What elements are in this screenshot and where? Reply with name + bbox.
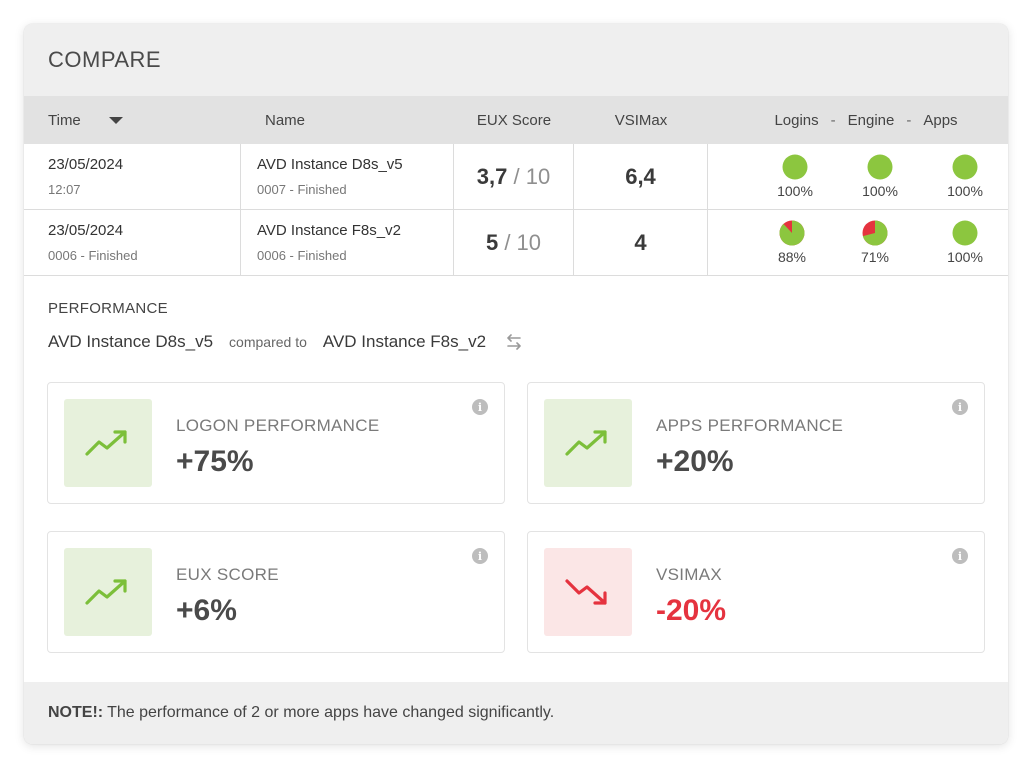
eux-score-tile: EUX SCORE +6% i (47, 531, 505, 653)
performance-section: PERFORMANCE AVD Instance D8s_v5 compared… (24, 276, 1008, 680)
column-vsimax: VSIMax (614, 111, 668, 129)
vsimax-value: 4 (574, 210, 708, 275)
instance-a: AVD Instance D8s_v5 (48, 332, 214, 351)
name-cell: AVD Instance F8s_v2 0006 - Finished (241, 210, 454, 275)
row-date: 23/05/2024 (48, 156, 124, 173)
eux-score: 3,7 / 10 (477, 164, 550, 190)
engine-percent: 71% (860, 249, 890, 265)
sort-caret-down-icon[interactable] (108, 116, 123, 124)
trend-up-icon (544, 399, 632, 487)
engine-pie (862, 220, 888, 246)
note-label: NOTE!: (48, 704, 104, 721)
column-engine: Engine (847, 111, 895, 129)
logins-status: 100% (765, 154, 825, 199)
instance-b: AVD Instance F8s_v2 (322, 332, 487, 351)
column-logins: Logins (774, 111, 819, 129)
swap-arrows-icon[interactable] (504, 333, 524, 351)
pie-base (782, 154, 808, 180)
tile-value: +20% (656, 445, 734, 478)
apps-pie (952, 220, 978, 246)
engine-pie (867, 154, 893, 180)
vsimax-value: 6,4 (574, 144, 708, 209)
eux-score-max: / 10 (504, 229, 542, 255)
apps-percent: 100% (947, 183, 983, 199)
column-time-label: Time (48, 111, 81, 129)
engine-percent: 100% (862, 183, 898, 199)
tile-label: LOGON PERFORMANCE (176, 416, 380, 435)
logins-percent: 100% (777, 183, 813, 199)
row-run-status: 0006 - Finished (257, 248, 347, 263)
pie-base (867, 154, 893, 180)
row-time: 12:07 (48, 182, 81, 197)
logins-pie (779, 220, 805, 246)
logins-pie (782, 154, 808, 180)
tile-label: EUX SCORE (176, 565, 279, 584)
info-icon[interactable]: i (472, 399, 488, 415)
tile-value: +75% (176, 445, 254, 478)
comparison-line: AVD Instance D8s_v5 compared to AVD Inst… (48, 332, 524, 352)
table-row[interactable]: 23/05/2024 12:07 AVD Instance D8s_v5 000… (24, 144, 1008, 210)
performance-title: PERFORMANCE (48, 300, 168, 317)
logins-percent: 88% (777, 249, 807, 265)
vsimax-tile: VSIMAX -20% i (527, 531, 985, 653)
eux-score-value: 5 (485, 229, 499, 255)
pie-base (952, 154, 978, 180)
eux-score-max: / 10 (513, 163, 551, 189)
tile-value: -20% (656, 594, 727, 627)
status-cell: 88% 71% 100% (708, 210, 1008, 275)
column-separator: - (830, 111, 836, 129)
row-name: AVD Instance F8s_v2 (257, 222, 401, 239)
compared-to-label: compared to (229, 334, 307, 350)
pie-good-slice (779, 220, 805, 246)
time-cell: 23/05/2024 12:07 (24, 144, 241, 209)
tile-label: VSIMAX (656, 565, 723, 584)
engine-status: 100% (850, 154, 910, 199)
column-status: Logins - Engine - Apps (724, 96, 1008, 144)
logon-performance-tile: LOGON PERFORMANCE +75% i (47, 382, 505, 504)
pie-base (952, 220, 978, 246)
name-cell: AVD Instance D8s_v5 0007 - Finished (241, 144, 454, 209)
column-name: Name (265, 111, 306, 129)
info-icon[interactable]: i (952, 399, 968, 415)
trend-down-icon (544, 548, 632, 636)
row-run-status: 0006 - Finished (48, 248, 138, 263)
tile-label: APPS PERFORMANCE (656, 416, 844, 435)
engine-status: 71% (845, 220, 905, 265)
apps-pie (952, 154, 978, 180)
row-run-status: 0007 - Finished (257, 182, 347, 197)
table-row[interactable]: 23/05/2024 0006 - Finished AVD Instance … (24, 210, 1008, 276)
card-title: COMPARE (24, 24, 1008, 96)
compare-card: COMPARE Time Name EUX Score VSIMax Login… (24, 24, 1008, 744)
eux-score-value: 3,7 (476, 163, 508, 189)
note-text: The performance of 2 or more apps have c… (107, 704, 555, 721)
column-time[interactable]: Time (48, 96, 123, 144)
status-cell: 100% 100% 100% (708, 144, 1008, 209)
logins-status: 88% (762, 220, 822, 265)
tile-value: +6% (176, 594, 237, 627)
column-eux-score: EUX Score (476, 111, 552, 129)
trend-up-icon (64, 399, 152, 487)
apps-percent: 100% (947, 249, 983, 265)
column-apps: Apps (923, 111, 958, 129)
info-icon[interactable]: i (472, 548, 488, 564)
info-icon[interactable]: i (952, 548, 968, 564)
eux-cell: 5 / 10 (454, 210, 574, 275)
table-header: Time Name EUX Score VSIMax Logins - Engi… (24, 96, 1008, 144)
note-banner: NOTE!: The performance of 2 or more apps… (24, 682, 1008, 744)
eux-cell: 3,7 / 10 (454, 144, 574, 209)
time-cell: 23/05/2024 0006 - Finished (24, 210, 241, 275)
apps-status: 100% (935, 154, 995, 199)
row-name: AVD Instance D8s_v5 (257, 156, 403, 173)
row-date: 23/05/2024 (48, 222, 124, 239)
pie-good-slice (862, 220, 888, 246)
apps-performance-tile: APPS PERFORMANCE +20% i (527, 382, 985, 504)
eux-score: 5 / 10 (486, 230, 541, 256)
apps-status: 100% (935, 220, 995, 265)
column-separator: - (906, 111, 912, 129)
trend-up-icon (64, 548, 152, 636)
